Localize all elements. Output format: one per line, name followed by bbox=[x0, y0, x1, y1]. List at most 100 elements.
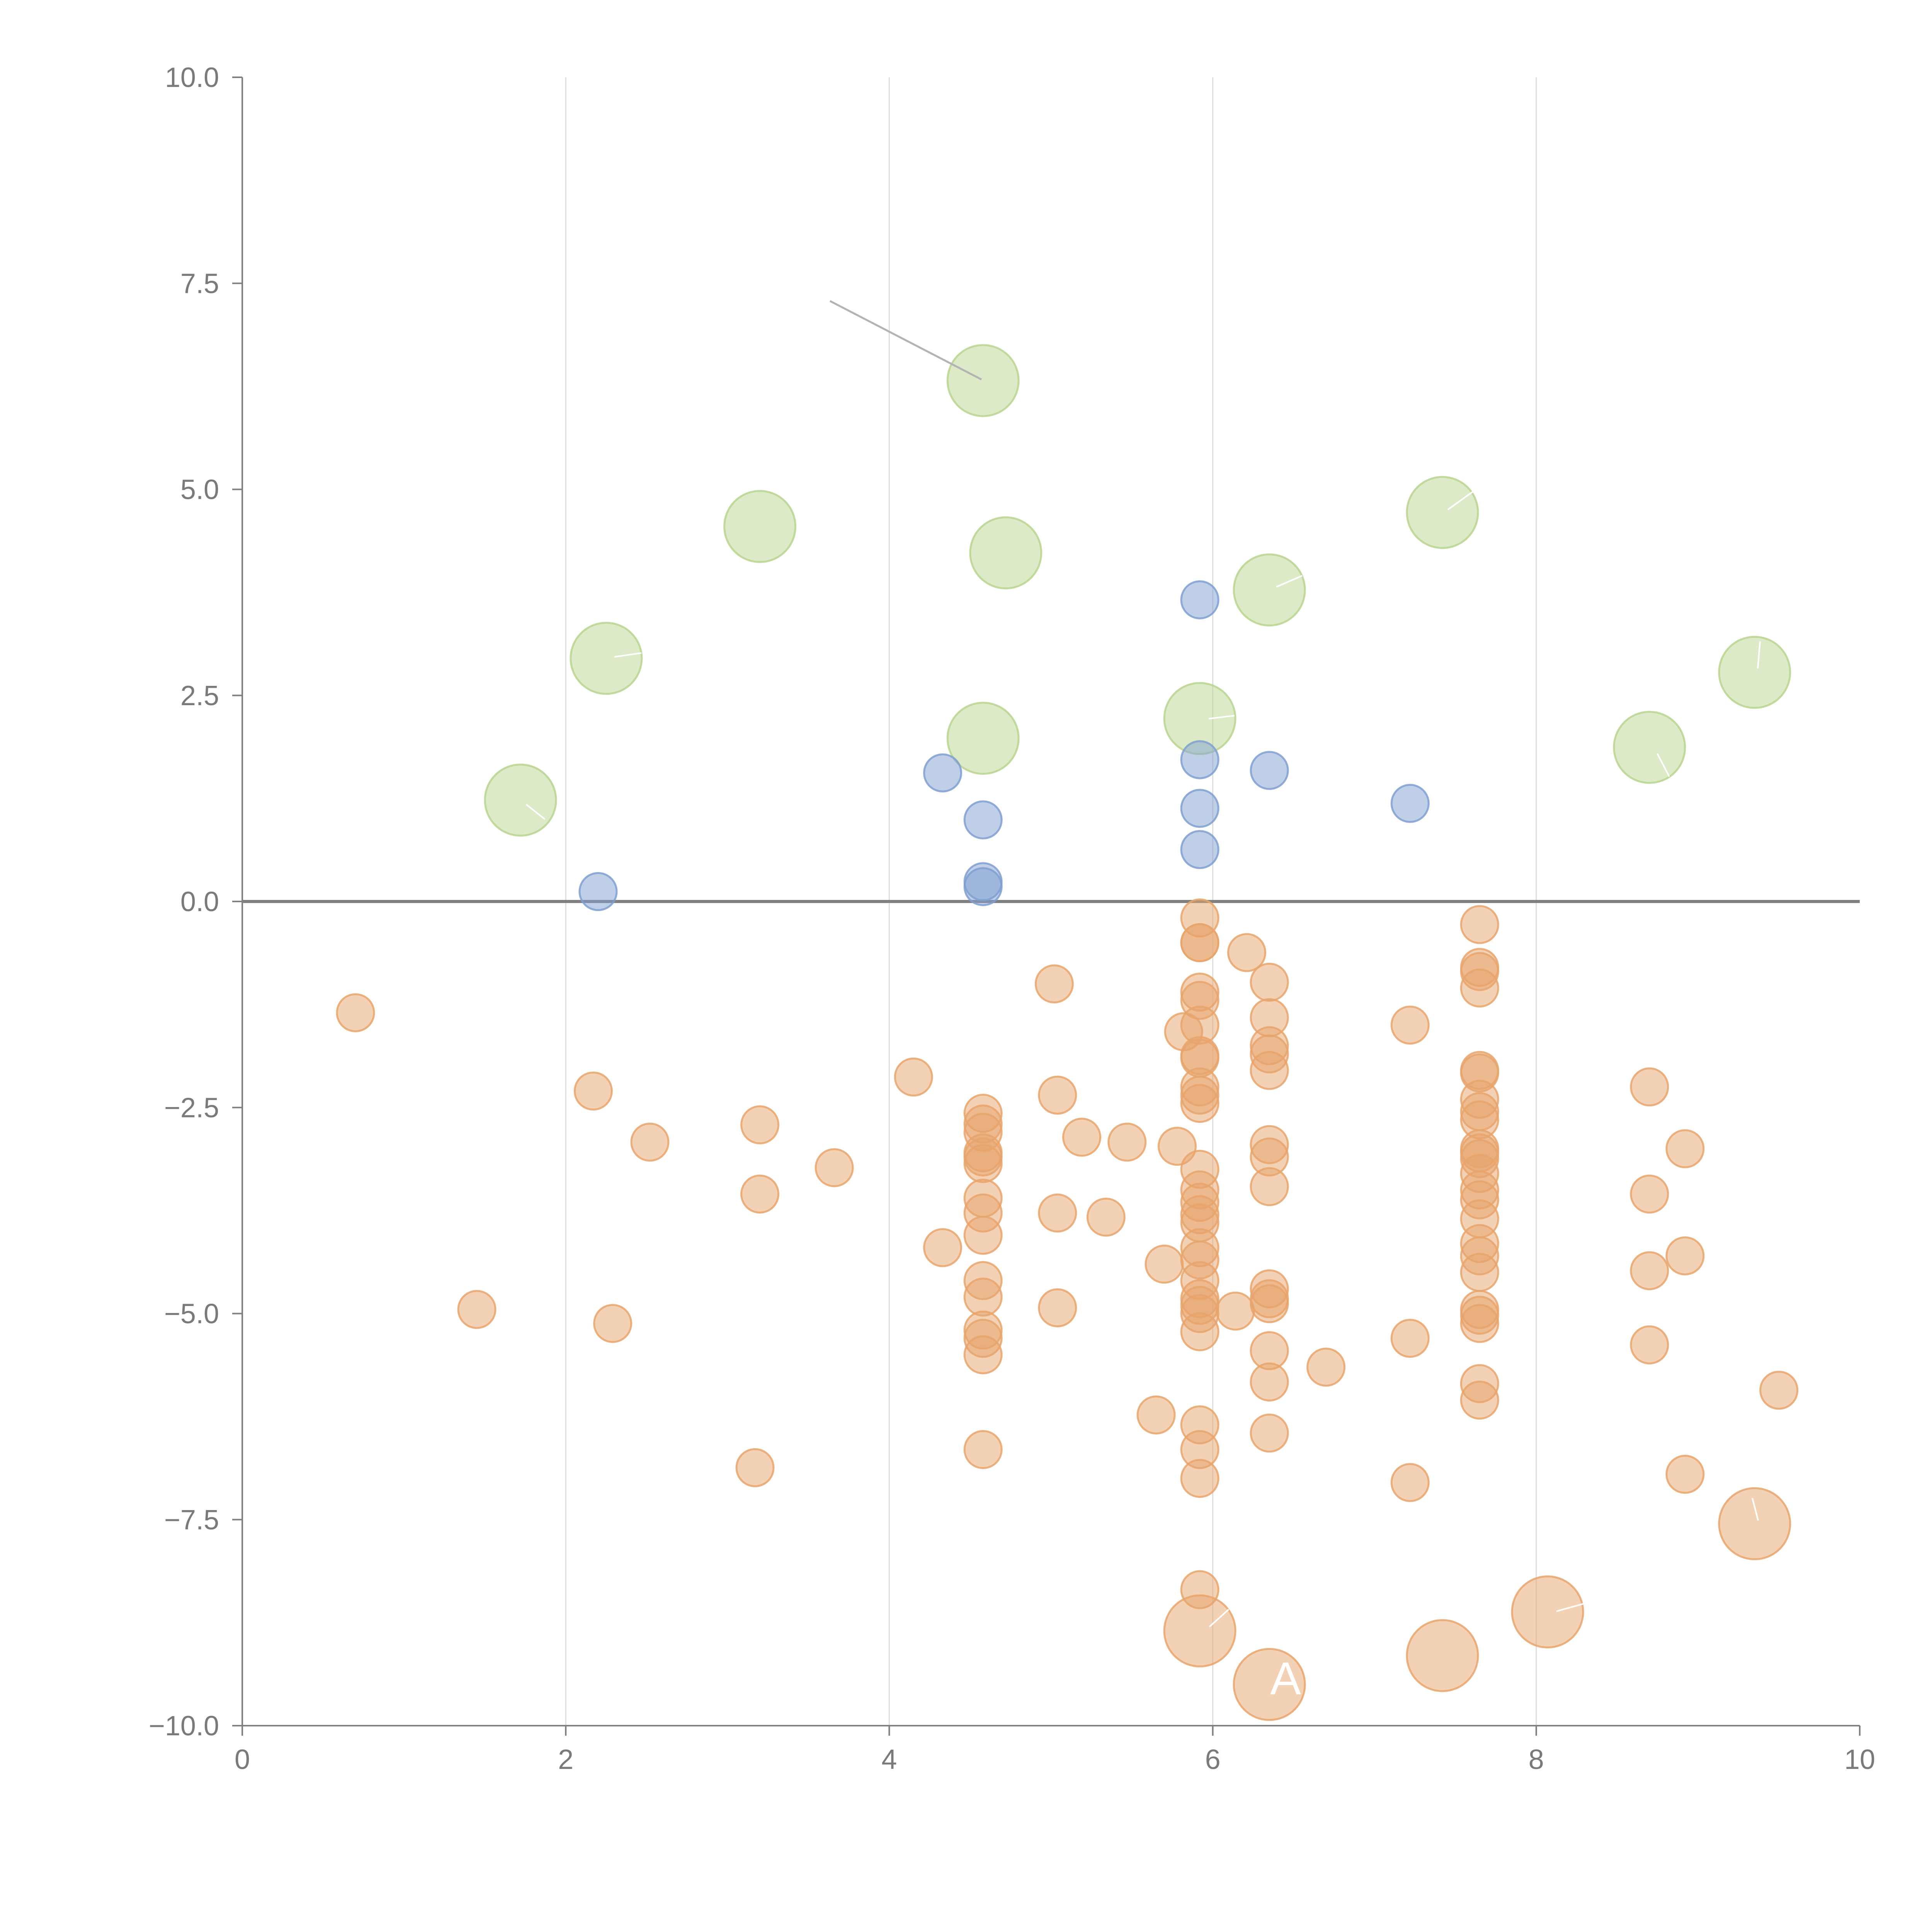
leader-line bbox=[1556, 1603, 1585, 1612]
x-tick-label: 10 bbox=[1844, 1744, 1875, 1775]
point-small-positive bbox=[1180, 740, 1219, 779]
point-small-positive bbox=[963, 867, 1003, 906]
point-small-positive bbox=[1250, 751, 1289, 790]
point-small-negative bbox=[963, 1277, 1003, 1317]
leader-line bbox=[1447, 490, 1475, 510]
point-large-positive bbox=[723, 490, 797, 563]
point-small-negative bbox=[457, 1290, 497, 1329]
point-small-positive bbox=[578, 872, 618, 911]
leader-line bbox=[1656, 753, 1670, 777]
point-small-negative bbox=[1250, 1284, 1289, 1323]
x-tick-label: 6 bbox=[1205, 1744, 1221, 1775]
point-small-negative bbox=[963, 1430, 1003, 1469]
point-small-negative bbox=[740, 1105, 780, 1145]
point-small-negative bbox=[630, 1122, 670, 1162]
point-small-negative bbox=[1038, 1075, 1077, 1115]
point-small-negative bbox=[1250, 963, 1289, 1002]
y-tick-label: 5.0 bbox=[180, 474, 219, 505]
point-small-negative bbox=[1136, 1395, 1176, 1435]
point-small-negative bbox=[1665, 1236, 1705, 1276]
point-large-negative bbox=[1163, 1594, 1236, 1668]
point-small-positive bbox=[963, 800, 1003, 840]
point-small-negative bbox=[1250, 1167, 1289, 1206]
point-large-negative bbox=[1718, 1487, 1791, 1560]
point-small-negative bbox=[1460, 1304, 1499, 1343]
leader-line bbox=[614, 652, 642, 658]
leader-line bbox=[1757, 641, 1761, 669]
annotations: A bbox=[1270, 1653, 1301, 1704]
point-small-negative bbox=[1250, 1413, 1289, 1453]
point-small-positive bbox=[1180, 830, 1219, 869]
point-large-positive bbox=[1406, 476, 1479, 549]
point-small-negative bbox=[1216, 1291, 1255, 1331]
point-large-negative bbox=[1511, 1575, 1584, 1649]
point-small-negative bbox=[815, 1148, 854, 1187]
leader-line bbox=[829, 300, 982, 381]
point-small-positive bbox=[1180, 580, 1219, 619]
y-tick-label: −10.0 bbox=[149, 1711, 219, 1742]
point-large-negative bbox=[1406, 1619, 1479, 1692]
y-tick-label: −5.0 bbox=[164, 1299, 219, 1330]
x-tick-label: 8 bbox=[1529, 1744, 1544, 1775]
point-large-positive bbox=[484, 764, 557, 837]
y-tick-label: 2.5 bbox=[180, 680, 219, 711]
point-small-negative bbox=[963, 1335, 1003, 1374]
point-small-negative bbox=[1665, 1129, 1705, 1168]
point-small-negative bbox=[1460, 968, 1499, 1008]
point-small-negative bbox=[1759, 1371, 1799, 1410]
point-small-negative bbox=[1390, 1463, 1430, 1502]
point-large-positive bbox=[1613, 711, 1686, 784]
point-large-positive bbox=[946, 344, 1020, 417]
point-small-negative bbox=[1630, 1067, 1669, 1107]
point-small-negative bbox=[336, 993, 375, 1032]
y-tick-label: −7.5 bbox=[164, 1505, 219, 1536]
point-small-negative bbox=[963, 1144, 1003, 1183]
point-small-negative bbox=[1034, 964, 1074, 1003]
leader-line bbox=[1209, 1609, 1230, 1628]
x-tick-label: 4 bbox=[881, 1744, 897, 1775]
point-large-negative bbox=[1233, 1648, 1306, 1721]
point-small-positive bbox=[1180, 789, 1219, 828]
point-small-negative bbox=[963, 1216, 1003, 1255]
y-tick-label: 10.0 bbox=[165, 62, 219, 93]
point-small-negative bbox=[1306, 1347, 1346, 1387]
point-large-positive bbox=[946, 702, 1020, 775]
point-small-negative bbox=[1227, 933, 1267, 972]
point-small-negative bbox=[923, 1228, 963, 1267]
point-small-negative bbox=[1145, 1245, 1184, 1284]
point-small-negative bbox=[1630, 1251, 1669, 1291]
point-small-negative bbox=[1630, 1174, 1669, 1214]
point-large-positive bbox=[570, 622, 643, 695]
point-large-positive bbox=[1233, 553, 1306, 627]
point-small-negative bbox=[1107, 1122, 1147, 1162]
point-small-negative bbox=[1180, 1459, 1219, 1498]
point-small-negative bbox=[1086, 1197, 1126, 1237]
leader-line bbox=[1208, 715, 1235, 719]
point-small-negative bbox=[1630, 1325, 1669, 1365]
point-small-negative bbox=[1038, 1193, 1077, 1233]
point-small-negative bbox=[1180, 1084, 1219, 1123]
point-small-negative bbox=[1180, 1312, 1219, 1351]
point-small-positive bbox=[1390, 784, 1430, 823]
point-small-negative bbox=[1460, 905, 1499, 944]
point-large-positive bbox=[1718, 636, 1791, 709]
x-tick-label: 2 bbox=[558, 1744, 573, 1775]
y-tick-label: 7.5 bbox=[180, 268, 219, 299]
leader-line bbox=[1276, 575, 1303, 588]
y-tick-label: 0.0 bbox=[180, 886, 219, 917]
point-small-negative bbox=[740, 1174, 780, 1214]
point-small-negative bbox=[1665, 1454, 1705, 1494]
axes: 0 2 4 6 8 10 10.0 7.5 5.0 2.5 0.0 −2.5 −5.0 −7.5 −10.0 bbox=[149, 62, 1875, 1775]
point-small-negative bbox=[894, 1057, 933, 1097]
point-small-negative bbox=[573, 1071, 613, 1111]
point-small-negative bbox=[1038, 1288, 1077, 1328]
point-small-negative bbox=[1250, 1362, 1289, 1402]
point-small-negative bbox=[593, 1304, 633, 1343]
leader-lines bbox=[526, 300, 1761, 1628]
point-small-positive bbox=[923, 753, 963, 793]
point-small-negative bbox=[1062, 1117, 1102, 1157]
point-large-positive bbox=[969, 516, 1043, 590]
point-small-negative bbox=[1460, 1253, 1499, 1292]
point-small-negative bbox=[1390, 1318, 1430, 1358]
